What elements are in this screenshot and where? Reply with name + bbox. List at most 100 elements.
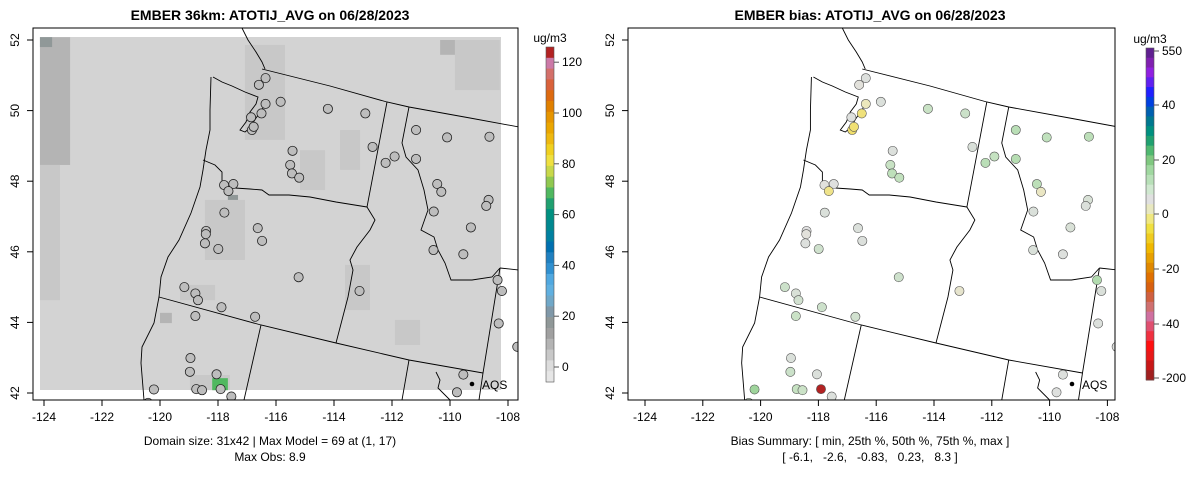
model-chart-title: EMBER 36km: ATOTIJ_AVG on 06/28/2023 [131,7,410,23]
obs-station-point [148,384,159,395]
colorbar-swatch [1146,360,1154,371]
obs-station-point [285,159,296,170]
colorbar-swatch [1146,214,1154,225]
colorbar-swatch [1146,67,1154,78]
colorbar-swatch [546,101,554,113]
colorbar-swatch [1146,350,1154,361]
x-tick-label: -112 [980,410,1003,424]
x-tick-label: -122 [90,410,114,424]
colorbar-swatch [1146,233,1154,244]
model-grid-cell [39,37,53,48]
colorbar-swatch [1146,77,1154,88]
bias-station-point [828,179,839,189]
colorbar-swatch [546,252,554,264]
colorbar-swatch [546,360,554,372]
obs-station-point [246,112,257,123]
bias-summary-values: [ -6.1, -2.6, -0.83, 0.23, 8.3 ] [782,450,957,464]
bias-station-point [856,108,867,119]
bias-station-point [846,112,857,123]
obs-station-point [226,391,237,400]
obs-station-point [294,172,305,183]
colorbar-swatch [546,371,554,383]
model-panel: EMBER 36km: ATOTIJ_AVG on 06/28/2023 AQS… [8,7,582,464]
colorbar-swatch [1146,87,1154,98]
obs-station-point [252,223,263,234]
model-colorbar-unit: ug/m3 [533,31,567,45]
colorbar-swatch [546,327,554,340]
y-tick-label: 52 [8,33,22,47]
x-tick-label: -118 [807,410,830,424]
obs-station-point [492,275,503,286]
colorbar-swatch [1146,272,1154,283]
colorbar-swatch [1146,370,1154,381]
obs-station-point [380,157,391,168]
colorbar-swatch [546,90,554,102]
x-tick-label: -110 [1038,410,1061,424]
colorbar-swatch [1146,106,1154,117]
colorbar-swatch [546,209,554,221]
obs-station-point [213,243,224,254]
obs-station-point [322,103,333,114]
aqs-legend-marker [469,381,475,387]
obs-station-point [256,108,267,119]
colorbar-swatch [1146,165,1154,176]
obs-station-point [436,186,447,197]
bias-station-point [1010,154,1021,164]
obs-station-point [253,79,264,90]
x-tick-label: -120 [749,410,773,424]
colorbar-tick-label: 80 [562,157,576,171]
bias-station-point [887,145,898,156]
bias-station-point [954,286,965,296]
model-grid-cell [340,130,361,170]
x-tick-label: -124 [633,410,657,424]
model-grid-cell [440,40,455,55]
colorbar-swatch [1146,292,1154,303]
colorbar-swatch [546,176,554,188]
aqs-legend-label: AQS [482,378,507,392]
y-tick-label: 44 [603,315,617,329]
obs-station-point [481,200,492,211]
model-grid-cell [39,37,71,165]
x-tick-label: -118 [206,410,229,424]
bias-station-point [980,157,991,168]
colorbar-swatch [546,198,554,210]
bias-station-point [1080,201,1091,211]
state-boundaries [741,28,1115,400]
x-tick-label: -120 [148,410,172,424]
obs-station-point [211,369,222,380]
colorbar-swatch [546,317,554,329]
colorbar-swatch [1146,116,1154,127]
bias-station-point [1031,179,1042,189]
plot-frame [627,27,1116,401]
colorbar-swatch [546,295,554,307]
colorbar-swatch [546,79,554,91]
bias-station-point [793,295,804,306]
obs-station-point [185,353,196,364]
colorbar-swatch [546,219,554,232]
obs-station-point [493,318,504,329]
model-grid-cell [454,40,500,91]
colorbar-tick-label: 40 [1162,98,1176,112]
y-tick-label: 48 [8,174,22,188]
model-footer-domain: Domain size: 31x42 | Max Model = 69 at (… [144,434,396,448]
colorbar-swatch [1146,340,1154,352]
x-tick-label: -108 [1095,410,1119,424]
obs-station-point [512,341,518,352]
colorbar-swatch [546,306,554,318]
bias-station-point [1041,132,1052,143]
model-footer-maxobs: Max Obs: 8.9 [234,450,306,464]
bias-station-point [854,79,865,90]
x-tick-label: -116 [264,410,287,424]
colorbar-tick-label: 20 [562,309,576,323]
colorbar-swatch [546,187,554,199]
x-tick-label: -124 [32,410,56,424]
aqs-legend-marker [1069,381,1075,387]
aqs-legend-label: AQS [1082,378,1107,392]
colorbar-swatch [546,133,554,145]
obs-stations [144,73,518,400]
x-tick-label: -116 [865,410,888,424]
obs-station-point [184,366,195,377]
model-grid-cell [160,312,172,324]
colorbar-swatch [546,263,554,275]
model-colorbar: 0 20 40 60 80 100 120 [545,46,582,383]
